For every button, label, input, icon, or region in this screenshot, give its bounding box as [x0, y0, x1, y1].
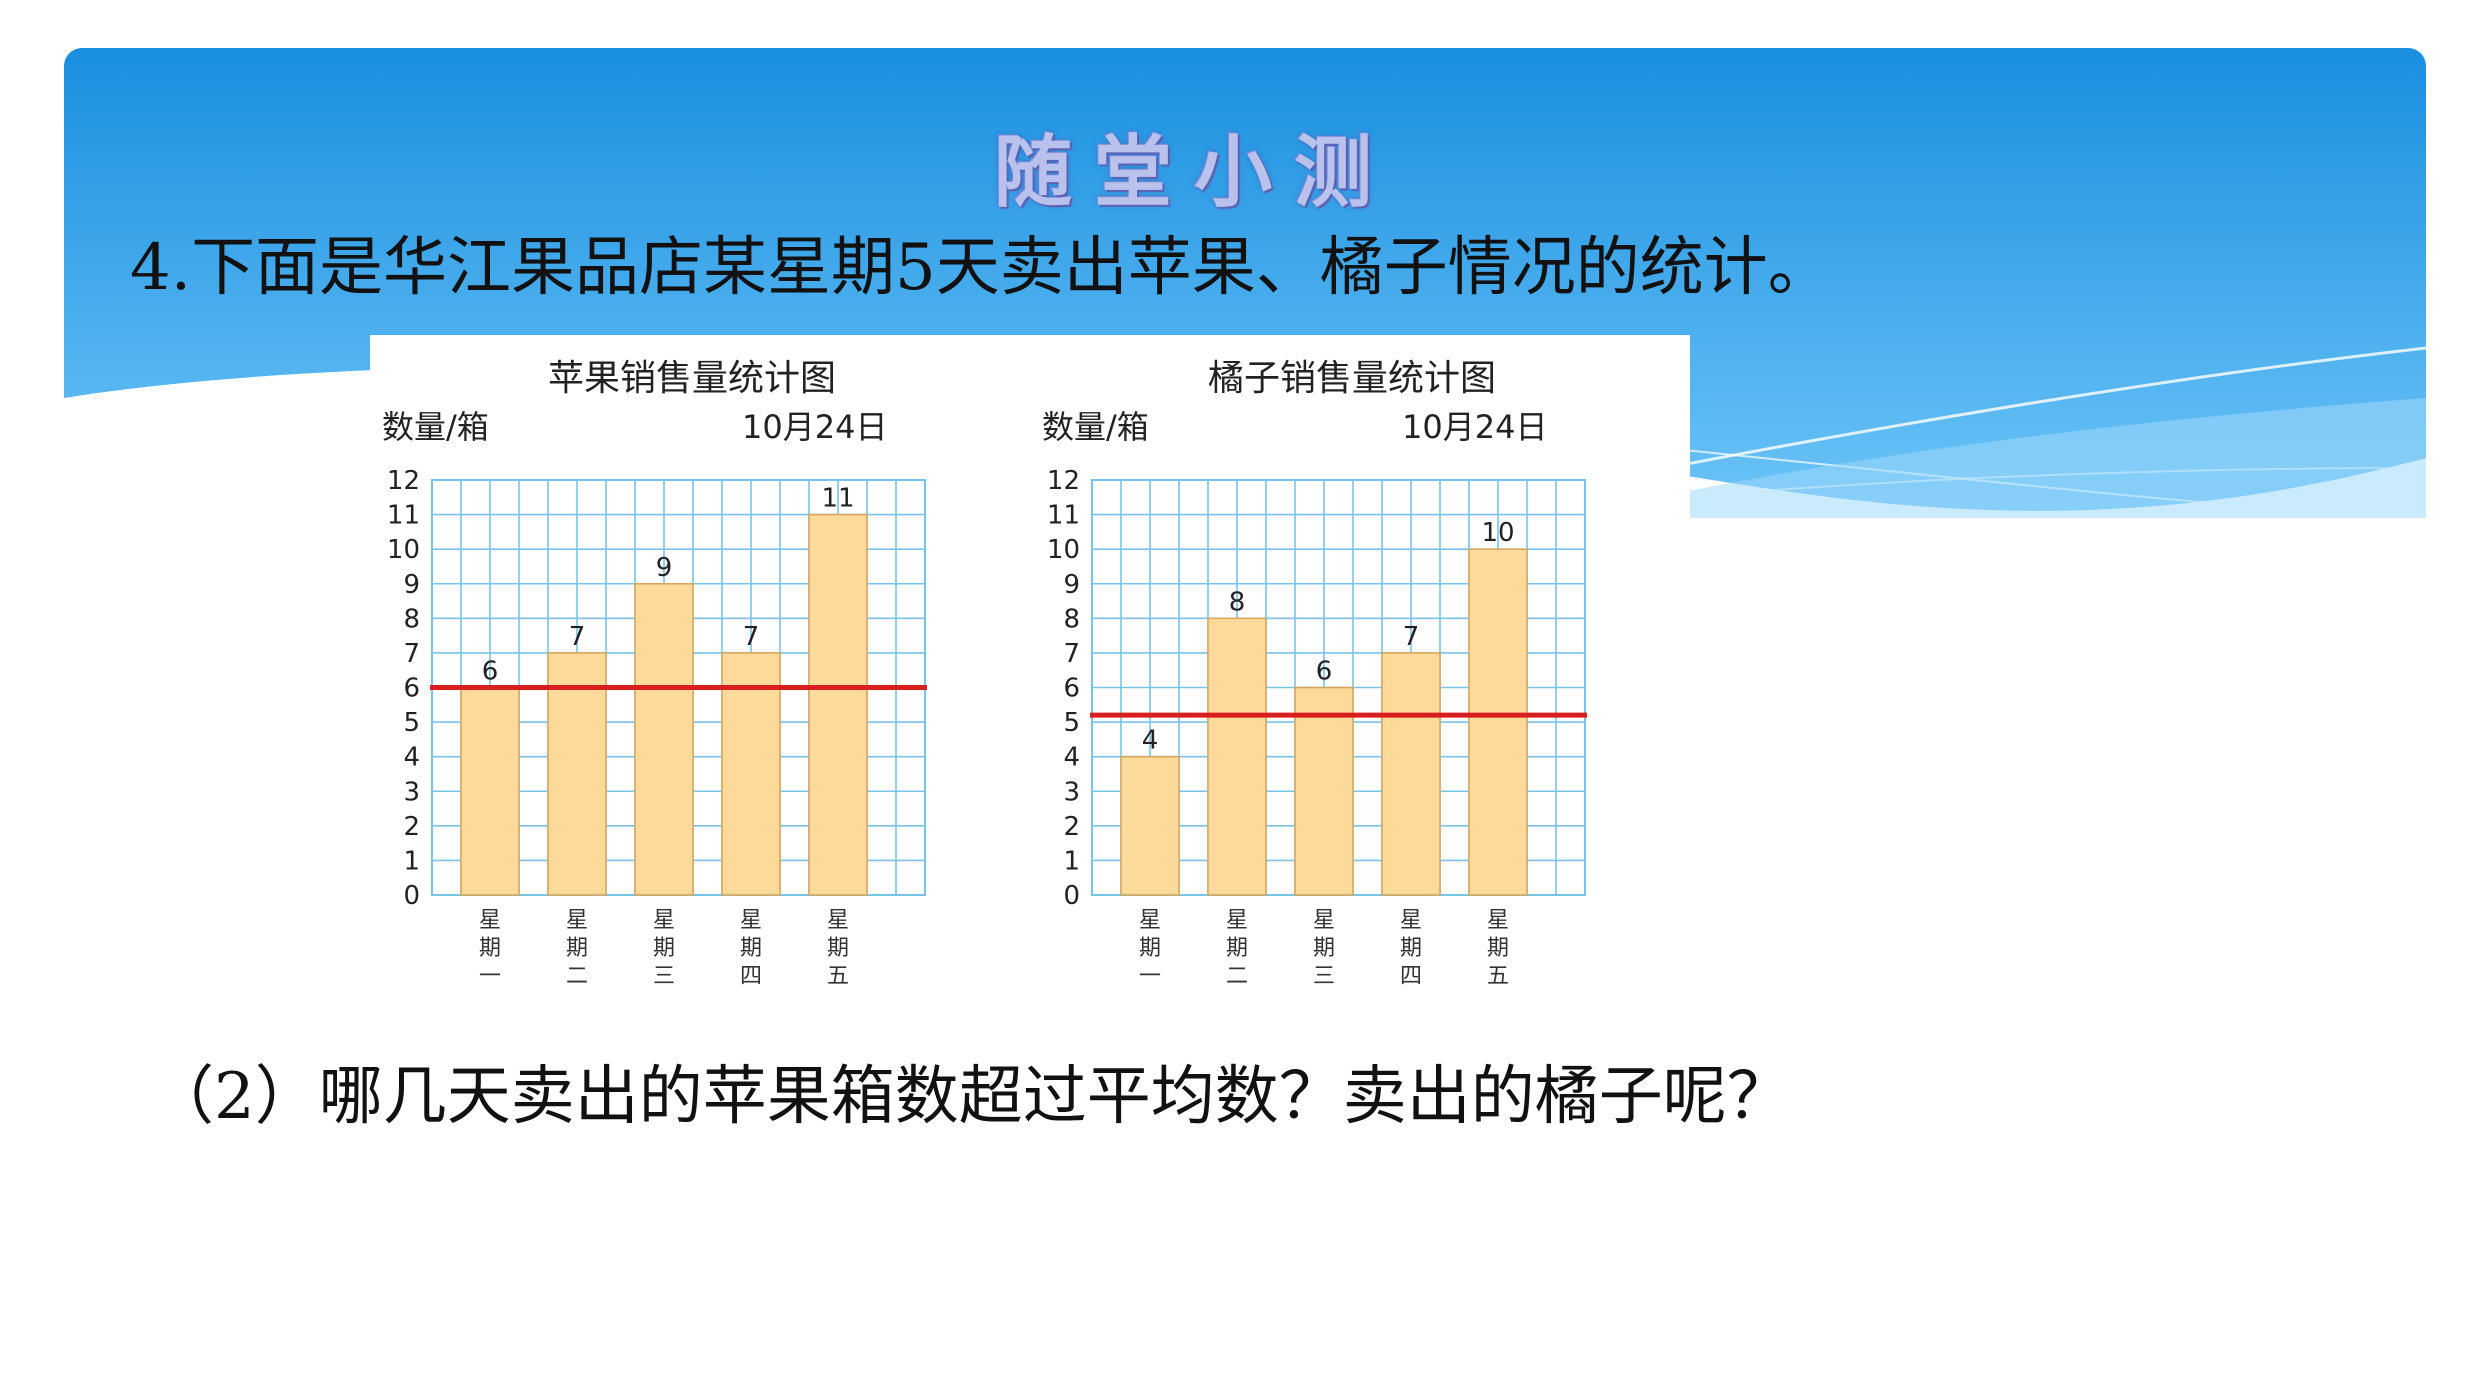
data-label: 9	[656, 553, 673, 583]
chart-date: 10月24日	[742, 408, 887, 446]
y-tick-label: 6	[403, 674, 420, 704]
x-tick-label: 星	[479, 908, 501, 933]
y-tick-label: 12	[1047, 466, 1080, 496]
bar	[1294, 686, 1354, 896]
x-tick-label: 四	[740, 964, 762, 985]
orange-bar-chart: 橘子销售量统计图 数量/箱 10月24日 01234567891011124星期…	[1042, 358, 1587, 985]
charts-figure: 苹果销售量统计图 数量/箱 10月24日 0 1 2 3 4 5 6 7 8 9 10 11 12 6 星期…	[370, 335, 1690, 985]
x-tick-label: 星	[1139, 908, 1161, 933]
y-tick-label: 8	[1063, 604, 1080, 634]
sub-question-text: （2）哪几天卖出的苹果箱数超过平均数？卖出的橘子呢？	[150, 1060, 1791, 1134]
bar	[634, 583, 694, 896]
x-tick-label: 二	[566, 964, 588, 985]
apple-bar-chart: 苹果销售量统计图 数量/箱 10月24日 01234567891011126星期…	[382, 358, 927, 985]
apple-chart: 苹果销售量统计图 数量/箱 10月24日 0 1 2 3 4 5 6 7 8 9 10 11 12 6 星期…	[370, 335, 1030, 985]
y-tick-label: 8	[403, 604, 420, 634]
x-tick-label: 星	[1226, 908, 1248, 933]
y-tick-label: 9	[403, 570, 420, 600]
y-tick-label: 12	[387, 466, 420, 496]
y-tick-label: 2	[1063, 812, 1080, 842]
data-label: 11	[821, 484, 854, 514]
bar	[1207, 617, 1267, 896]
data-label: 10	[1481, 518, 1514, 548]
x-tick-label: 期	[1139, 936, 1161, 961]
x-tick-label: 星	[566, 908, 588, 933]
header-banner: 随堂小测	[64, 48, 2426, 518]
x-tick-label: 四	[1400, 964, 1422, 985]
x-tick-label: 期	[1226, 936, 1248, 961]
y-tick-label: 3	[1063, 777, 1080, 807]
bar	[721, 652, 781, 896]
y-tick-label: 6	[1063, 674, 1080, 704]
bar	[460, 686, 520, 896]
x-tick-label: 二	[1226, 964, 1248, 985]
y-tick-label: 2	[403, 812, 420, 842]
x-tick-label: 期	[653, 936, 675, 961]
x-tick-label: 期	[827, 936, 849, 961]
y-tick-label: 9	[1063, 570, 1080, 600]
x-tick-label: 一	[1139, 964, 1161, 985]
data-label: 7	[743, 622, 760, 652]
x-tick-label: 五	[1487, 964, 1509, 985]
x-tick-label: 期	[479, 936, 501, 961]
data-label: 4	[1142, 726, 1159, 756]
x-tick-label: 三	[1313, 964, 1335, 985]
x-tick-label: 期	[1400, 936, 1422, 961]
data-label: 7	[1403, 622, 1420, 652]
x-tick-label: 三	[653, 964, 675, 985]
y-tick-label: 7	[1063, 639, 1080, 669]
x-tick-label: 期	[1487, 936, 1509, 961]
x-tick-label: 星	[1400, 908, 1422, 933]
x-tick-label: 星	[827, 908, 849, 933]
orange-chart: 橘子销售量统计图 数量/箱 10月24日 0 1 2 3 4 5 6 7 8 9 10 11 12 4 星期…	[1030, 335, 1690, 985]
x-tick-label: 五	[827, 964, 849, 985]
y-axis-label: 数量/箱	[1042, 408, 1149, 446]
x-tick-label: 期	[566, 936, 588, 961]
x-tick-label: 一	[479, 964, 501, 985]
x-tick-label: 星	[740, 908, 762, 933]
y-tick-label: 1	[403, 846, 420, 876]
bar	[547, 652, 607, 896]
bar	[1468, 548, 1528, 896]
banner-title: 随堂小测	[993, 127, 1394, 218]
x-tick-label: 星	[1313, 908, 1335, 933]
y-tick-label: 10	[1047, 535, 1080, 565]
question-text: 4.下面是华江果品店某星期5天卖出苹果、橘子情况的统计。	[130, 231, 1832, 305]
x-tick-label: 星	[653, 908, 675, 933]
data-label: 6	[1316, 657, 1333, 687]
y-tick-label: 3	[403, 777, 420, 807]
y-axis-label: 数量/箱	[382, 408, 489, 446]
data-label: 8	[1229, 587, 1246, 617]
y-tick-label: 11	[387, 501, 420, 531]
x-tick-label: 星	[1487, 908, 1509, 933]
y-tick-label: 7	[403, 639, 420, 669]
y-tick-label: 5	[1063, 708, 1080, 738]
y-tick-label: 10	[387, 535, 420, 565]
y-tick-label: 0	[1063, 881, 1080, 911]
y-tick-label: 0	[403, 881, 420, 911]
y-tick-label: 5	[403, 708, 420, 738]
bar	[1381, 652, 1441, 896]
y-tick-label: 4	[403, 743, 420, 773]
bar	[808, 513, 868, 896]
x-tick-label: 期	[740, 936, 762, 961]
chart-date: 10月24日	[1402, 408, 1547, 446]
banner-background	[64, 48, 2426, 518]
chart-title: 苹果销售量统计图	[548, 358, 836, 399]
data-label: 6	[482, 657, 499, 687]
data-label: 7	[569, 622, 586, 652]
bar	[1120, 755, 1180, 896]
y-tick-label: 11	[1047, 501, 1080, 531]
x-tick-label: 期	[1313, 936, 1335, 961]
chart-title: 橘子销售量统计图	[1208, 358, 1496, 399]
y-tick-label: 1	[1063, 846, 1080, 876]
y-tick-label: 4	[1063, 743, 1080, 773]
